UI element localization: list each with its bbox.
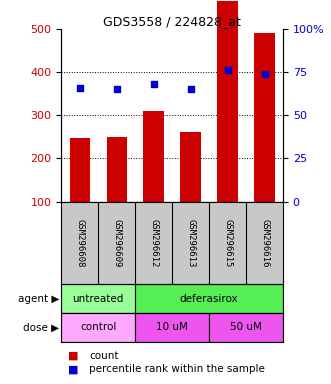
Text: control: control bbox=[80, 322, 117, 333]
Title: GDS3558 / 224828_at: GDS3558 / 224828_at bbox=[103, 15, 241, 28]
Bar bbox=[61, 313, 135, 342]
Text: GSM296612: GSM296612 bbox=[149, 219, 158, 267]
Point bbox=[262, 71, 267, 77]
Bar bbox=[61, 284, 135, 313]
Bar bbox=[70, 138, 90, 202]
Bar bbox=[107, 137, 127, 202]
Text: ■: ■ bbox=[68, 351, 78, 361]
Point bbox=[114, 86, 119, 92]
Bar bbox=[254, 33, 275, 202]
Text: percentile rank within the sample: percentile rank within the sample bbox=[89, 364, 265, 374]
Text: 50 uM: 50 uM bbox=[230, 322, 262, 333]
Bar bbox=[217, 1, 238, 202]
Bar bbox=[143, 111, 164, 202]
Text: GSM296615: GSM296615 bbox=[223, 219, 232, 267]
Text: count: count bbox=[89, 351, 119, 361]
Text: GSM296609: GSM296609 bbox=[112, 219, 121, 267]
Text: agent ▶: agent ▶ bbox=[18, 293, 60, 304]
Text: GSM296613: GSM296613 bbox=[186, 219, 195, 267]
Text: 10 uM: 10 uM bbox=[156, 322, 188, 333]
Text: ■: ■ bbox=[68, 364, 78, 374]
Bar bbox=[135, 284, 283, 313]
Point bbox=[225, 67, 230, 73]
Text: deferasirox: deferasirox bbox=[180, 293, 238, 304]
Bar bbox=[180, 132, 201, 202]
Text: GSM296608: GSM296608 bbox=[75, 219, 84, 267]
Text: dose ▶: dose ▶ bbox=[24, 322, 60, 333]
Bar bbox=[209, 313, 283, 342]
Point bbox=[188, 86, 193, 92]
Point bbox=[151, 81, 156, 87]
Text: GSM296616: GSM296616 bbox=[260, 219, 269, 267]
Bar bbox=[135, 313, 209, 342]
Point bbox=[77, 84, 82, 91]
Text: untreated: untreated bbox=[72, 293, 124, 304]
